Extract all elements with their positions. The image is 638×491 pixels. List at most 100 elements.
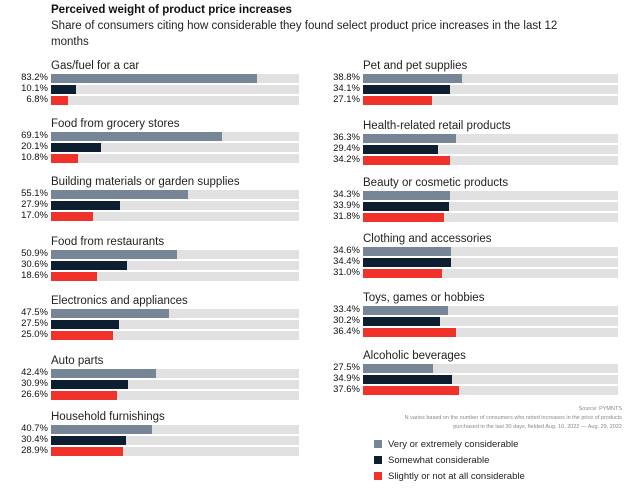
- bar: [51, 201, 121, 210]
- legend-swatch: [374, 456, 382, 464]
- bar-track: [51, 272, 299, 281]
- bar-track: [51, 212, 299, 221]
- bar: [363, 202, 450, 211]
- bar: [51, 250, 178, 259]
- bar: [51, 447, 123, 456]
- bar-row: 55.1%: [21, 188, 299, 199]
- bar-row: 20.1%: [21, 141, 299, 152]
- value-label: 20.1%: [21, 141, 48, 152]
- value-label: 31.0%: [333, 267, 360, 278]
- bar: [51, 96, 68, 105]
- value-label: 27.5%: [333, 362, 360, 373]
- bar-row: 40.7%: [21, 423, 299, 434]
- bar-track: [51, 261, 299, 270]
- bar: [363, 213, 445, 222]
- value-label: 36.4%: [333, 326, 360, 337]
- value-label: 6.8%: [26, 94, 48, 105]
- bar: [51, 272, 98, 281]
- bar: [363, 258, 451, 267]
- bar: [51, 369, 157, 378]
- value-label: 37.6%: [333, 384, 360, 395]
- chart-subtitle: Share of consumers citing how considerab…: [51, 20, 558, 48]
- bar-row: 34.2%: [333, 154, 618, 165]
- value-label: 27.9%: [21, 199, 48, 210]
- group-label: Building materials or garden supplies: [51, 176, 240, 188]
- legend-item-somewhat: Somewhat considerable: [374, 452, 525, 468]
- bar: [363, 386, 459, 395]
- bar: [363, 247, 452, 256]
- value-label: 55.1%: [21, 188, 48, 199]
- group-label: Electronics and appliances: [51, 295, 188, 307]
- bar-row: 30.2%: [333, 315, 618, 326]
- group-label: Food from restaurants: [51, 236, 165, 248]
- bar-row: 31.0%: [333, 267, 618, 278]
- bar-track: [363, 306, 618, 315]
- bar-row: 25.0%: [21, 329, 299, 340]
- bar-track: [51, 154, 299, 163]
- value-label: 36.3%: [333, 132, 360, 143]
- value-label: 33.9%: [333, 200, 360, 211]
- value-label: 47.5%: [21, 307, 48, 318]
- bar-row: 83.2%: [21, 72, 299, 83]
- bar-track: [51, 436, 299, 445]
- bar-row: 27.1%: [333, 94, 618, 105]
- bar-row: 10.1%: [21, 83, 299, 94]
- legend-item-very: Very or extremely considerable: [374, 436, 525, 452]
- bar: [363, 364, 434, 373]
- bar-track: [363, 85, 618, 94]
- bar-row: 34.9%: [333, 373, 618, 384]
- bar-row: 37.6%: [333, 384, 618, 395]
- group-label: Toys, games or hobbies: [363, 292, 485, 304]
- bar: [363, 375, 452, 384]
- bar-track: [51, 96, 299, 105]
- bar-row: 17.0%: [21, 210, 299, 221]
- bar-row: 47.5%: [21, 307, 299, 318]
- group-label: Household furnishings: [51, 411, 165, 423]
- bar-row: 34.6%: [333, 245, 618, 256]
- group-label: Alcoholic beverages: [363, 350, 466, 362]
- value-label: 25.0%: [21, 329, 48, 340]
- value-label: 30.4%: [21, 434, 48, 445]
- bar-row: 6.8%: [26, 94, 299, 105]
- value-label: 30.6%: [21, 259, 48, 270]
- bar: [363, 145, 438, 154]
- bar-track: [363, 328, 618, 337]
- value-label: 29.4%: [333, 143, 360, 154]
- value-label: 26.6%: [21, 389, 48, 400]
- group-label: Health-related retail products: [363, 120, 511, 132]
- bar-row: 31.8%: [333, 211, 618, 222]
- bar: [51, 380, 128, 389]
- value-label: 69.1%: [21, 130, 48, 141]
- bar-track: [51, 201, 299, 210]
- bar: [363, 74, 462, 83]
- bar-row: 34.1%: [333, 83, 618, 94]
- bar-row: 30.6%: [21, 259, 299, 270]
- bar: [51, 391, 117, 400]
- legend-label: Slightly or not at all considerable: [388, 470, 525, 482]
- value-label: 28.9%: [21, 445, 48, 456]
- value-label: 30.9%: [21, 378, 48, 389]
- bar: [51, 320, 120, 329]
- bar-track: [51, 425, 299, 434]
- bar: [51, 132, 223, 141]
- bar-row: 33.9%: [333, 200, 618, 211]
- bar-track: [363, 145, 618, 154]
- bar-row: 18.6%: [21, 270, 299, 281]
- bar: [363, 85, 450, 94]
- bar-row: 33.4%: [333, 304, 618, 315]
- bar-track: [363, 317, 618, 326]
- bar-track: [363, 74, 618, 83]
- value-label: 40.7%: [21, 423, 48, 434]
- bar-row: 28.9%: [21, 445, 299, 456]
- legend-label: Somewhat considerable: [388, 454, 490, 466]
- bar-track: [363, 364, 618, 373]
- bar: [363, 134, 456, 143]
- bar: [51, 436, 127, 445]
- group-label: Gas/fuel for a car: [51, 60, 140, 72]
- value-label: 33.4%: [333, 304, 360, 315]
- bar: [363, 191, 451, 200]
- bar: [51, 190, 188, 199]
- bar-track: [51, 391, 299, 400]
- group-label: Auto parts: [51, 355, 104, 367]
- bar-track: [51, 380, 299, 389]
